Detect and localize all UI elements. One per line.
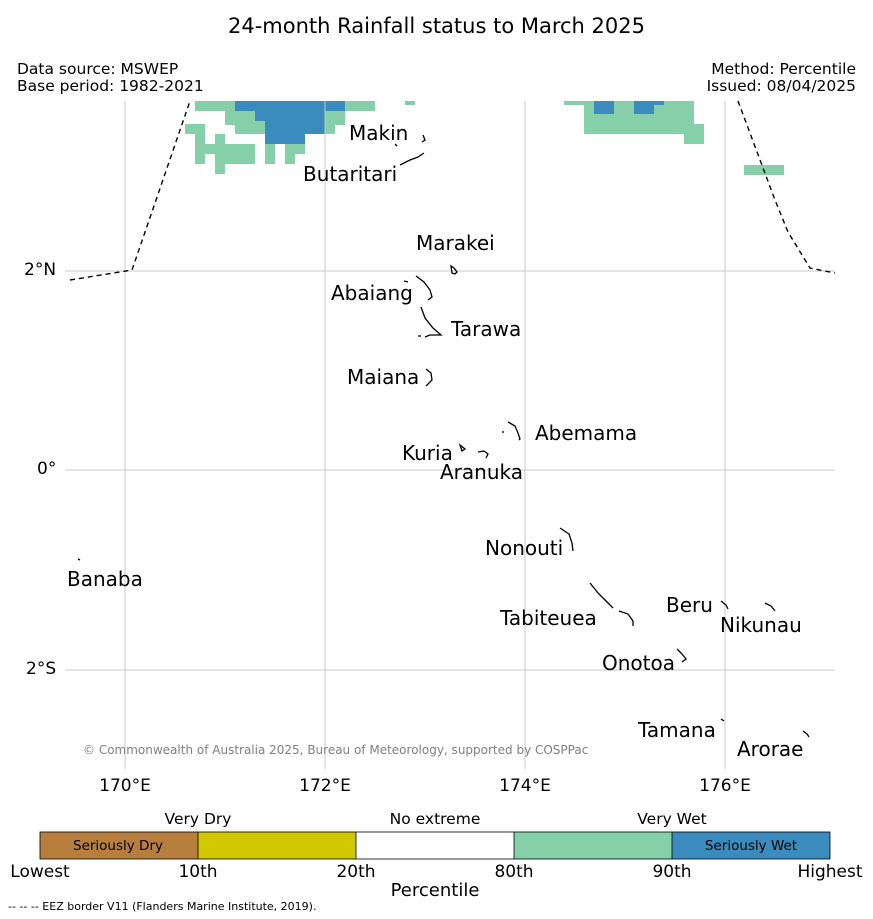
- place-label: Nikunau: [720, 613, 802, 637]
- legend-tick: 10th: [178, 862, 218, 882]
- legend-very-dry-swatch: [198, 832, 356, 859]
- lat-tick-label: 2°S: [26, 659, 57, 679]
- place-label: Butaritari: [303, 162, 397, 186]
- rainfall-grid: [185, 101, 784, 175]
- legend-seriously-wet-swatch: [672, 832, 830, 859]
- lon-tick-label: 172°E: [299, 776, 351, 796]
- copyright-notice: © Commonwealth of Australia 2025, Bureau…: [83, 743, 588, 757]
- legend-seriously-dry-swatch: [40, 832, 198, 859]
- legend-box-seriously-wet: Seriously Wet: [704, 838, 798, 854]
- place-label: Onotoa: [602, 651, 675, 675]
- lat-tick-label: 2°N: [24, 260, 57, 280]
- place-label: Tamana: [637, 718, 716, 742]
- lon-tick-label: 174°E: [499, 776, 551, 796]
- eez-border-note: -- -- -- EEZ border V11 (Flanders Marine…: [8, 900, 317, 913]
- data-source-label: Data source: MSWEP: [17, 60, 179, 78]
- place-label: Tabiteuea: [499, 606, 597, 630]
- eez-border: [69, 100, 836, 281]
- place-label: Abemama: [535, 421, 637, 445]
- place-labels: Makin Butaritari Marakei Abaiang Tarawa …: [67, 121, 803, 761]
- map-title: 24-month Rainfall status to March 2025: [228, 14, 645, 38]
- legend-very-wet-swatch: [514, 832, 672, 859]
- legend-axis-title: Percentile: [390, 880, 480, 901]
- legend-tick: Highest: [797, 862, 863, 882]
- lon-tick-label: 176°E: [699, 776, 751, 796]
- method-label: Method: Percentile: [711, 60, 856, 78]
- legend-group-very-wet: Very Wet: [637, 810, 707, 828]
- place-label: Maiana: [347, 365, 419, 389]
- place-label: Arorae: [737, 737, 803, 761]
- place-label: Banaba: [67, 567, 143, 591]
- place-label: Aranuka: [440, 460, 523, 484]
- place-label: Makin: [349, 121, 408, 145]
- legend-tick: 20th: [336, 862, 376, 882]
- place-label: Marakei: [416, 231, 495, 255]
- lat-tick-label: 0°: [37, 459, 57, 479]
- place-label: Abaiang: [331, 281, 413, 305]
- island-outlines: [77, 134, 810, 738]
- place-label: Tarawa: [450, 317, 521, 341]
- legend-tick: Lowest: [10, 862, 70, 882]
- lon-tick-label: 170°E: [99, 776, 151, 796]
- legend-group-very-dry: Very Dry: [164, 810, 232, 828]
- base-period-label: Base period: 1982-2021: [17, 77, 204, 95]
- legend-tick: 90th: [652, 862, 692, 882]
- legend-box-seriously-dry: Seriously Dry: [73, 838, 163, 854]
- place-label: Beru: [666, 593, 713, 617]
- place-label: Nonouti: [485, 536, 563, 560]
- legend-tick: 80th: [494, 862, 534, 882]
- legend-group-no-extreme: No extreme: [389, 810, 481, 828]
- place-label: Kuria: [402, 441, 453, 465]
- legend-colorbar: [39, 831, 831, 860]
- gridlines: [65, 101, 835, 769]
- legend-no-extreme-swatch: [356, 832, 514, 859]
- issued-label: Issued: 08/04/2025: [706, 77, 856, 95]
